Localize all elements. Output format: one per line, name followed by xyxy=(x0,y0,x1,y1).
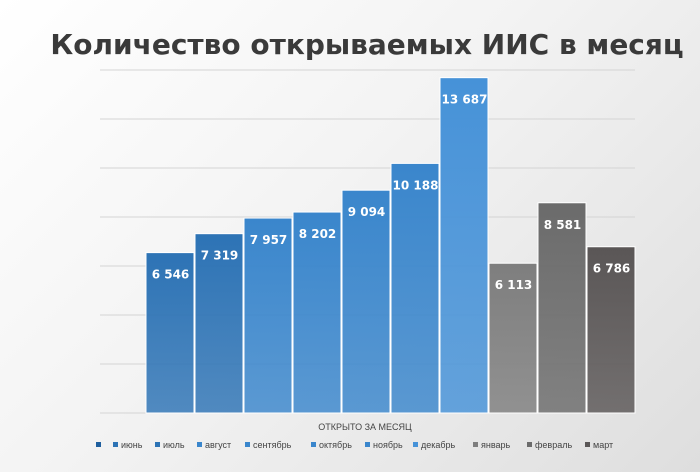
data-label-март: 6 786 xyxy=(593,262,631,276)
chart-title: Количество открываемых ИИС в месяц xyxy=(50,28,683,61)
bar-январь xyxy=(488,262,538,414)
data-labels: 6 546 7 319 7 957 8 202 9 094 10 188 13 687 6 1… xyxy=(152,93,631,293)
legend-label-январь: январь xyxy=(481,440,511,450)
legend-swatch xyxy=(155,442,160,447)
data-label-июль: 7 319 xyxy=(201,249,239,263)
legend-label-сентябрь: сентябрь xyxy=(253,440,292,450)
legend-label-июль: июль xyxy=(163,440,185,450)
bar-ноябрь xyxy=(390,162,440,414)
legend-label-март: март xyxy=(593,440,613,450)
data-label-ноябрь: 10 188 xyxy=(393,178,439,192)
legend-label-октябрь: октябрь xyxy=(319,440,352,450)
legend-swatch xyxy=(311,442,316,447)
legend-swatch xyxy=(585,442,590,447)
legend-label-декабрь: декабрь xyxy=(421,440,456,450)
legend-swatch xyxy=(473,442,478,447)
legend-label-август: август xyxy=(205,440,231,450)
data-label-сентябрь: 8 202 xyxy=(299,227,337,241)
bar-март xyxy=(586,246,636,414)
data-label-февраль: 8 581 xyxy=(544,218,582,232)
legend-swatch xyxy=(197,442,202,447)
data-label-декабрь: 13 687 xyxy=(442,93,488,107)
legend-label-июнь: июнь xyxy=(121,440,143,450)
legend-swatch xyxy=(245,442,250,447)
x-axis-label: ОТКРЫТО ЗА МЕСЯЦ xyxy=(318,422,412,432)
legend-swatch xyxy=(365,442,370,447)
legend-swatch xyxy=(413,442,418,447)
bar-июнь xyxy=(145,252,195,414)
legend: июнь июль август сентябрь октябрь ноябрь декаб… xyxy=(96,440,613,450)
bars xyxy=(145,77,636,414)
legend-swatch xyxy=(113,442,118,447)
data-label-июнь: 6 546 xyxy=(152,268,190,282)
bar-февраль xyxy=(537,202,587,414)
bar-октябрь xyxy=(341,189,391,414)
legend-label-февраль: февраль xyxy=(535,440,572,450)
bar-июль xyxy=(194,233,244,414)
legend-swatch xyxy=(527,442,532,447)
legend-swatch xyxy=(96,442,101,447)
data-label-октябрь: 9 094 xyxy=(348,205,386,219)
data-label-август: 7 957 xyxy=(250,233,288,247)
bar-декабрь xyxy=(439,77,489,414)
legend-label-ноябрь: ноябрь xyxy=(373,440,403,450)
bar-сентябрь xyxy=(292,211,342,414)
bar-август xyxy=(243,217,293,414)
data-label-январь: 6 113 xyxy=(495,278,533,292)
